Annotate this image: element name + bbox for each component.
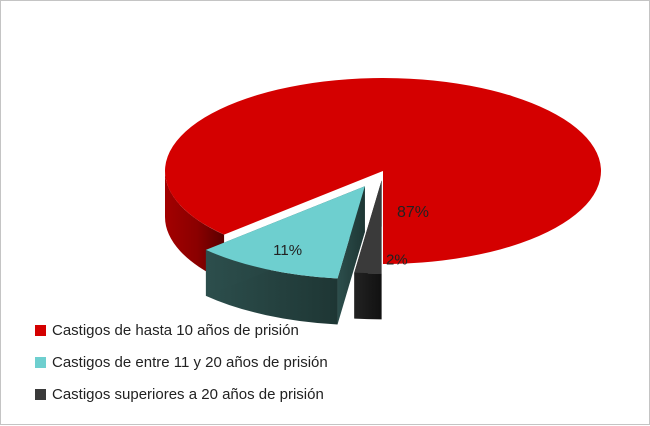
legend-label-entre-11-20: Castigos de entre 11 y 20 años de prisió… [52, 353, 328, 371]
pie-label-hasta-10: 87% [397, 204, 429, 221]
legend-item-entre-11-20: Castigos de entre 11 y 20 años de prisió… [35, 349, 328, 375]
pie-slice-hasta-10 [164, 77, 601, 264]
legend-swatch-teal [35, 356, 46, 368]
legend-item-hasta-10: Castigos de hasta 10 años de prisión [35, 317, 328, 343]
pie-label-entre-11-20: 11% [273, 242, 302, 259]
legend-label-superiores-20: Castigos superiores a 20 años de prisión [52, 385, 324, 403]
pie-slice-entre-11-20 [205, 186, 365, 279]
pie-label-superiores-20: 2% [386, 252, 408, 269]
legend-label-hasta-10: Castigos de hasta 10 años de prisión [52, 321, 299, 339]
legend-item-superiores-20: Castigos superiores a 20 años de prisión [35, 381, 328, 407]
pie-top-group [164, 77, 601, 279]
pie-labels-group: 87% 11% 2% [273, 204, 429, 268]
pie-wall-entre-11-20-1 [337, 186, 365, 325]
pie-slice-superiores-20 [354, 180, 382, 274]
legend-swatch-gray [35, 388, 46, 400]
legend: Castigos de hasta 10 años de prisión Cas… [35, 317, 328, 413]
legend-swatch-red [35, 324, 46, 336]
